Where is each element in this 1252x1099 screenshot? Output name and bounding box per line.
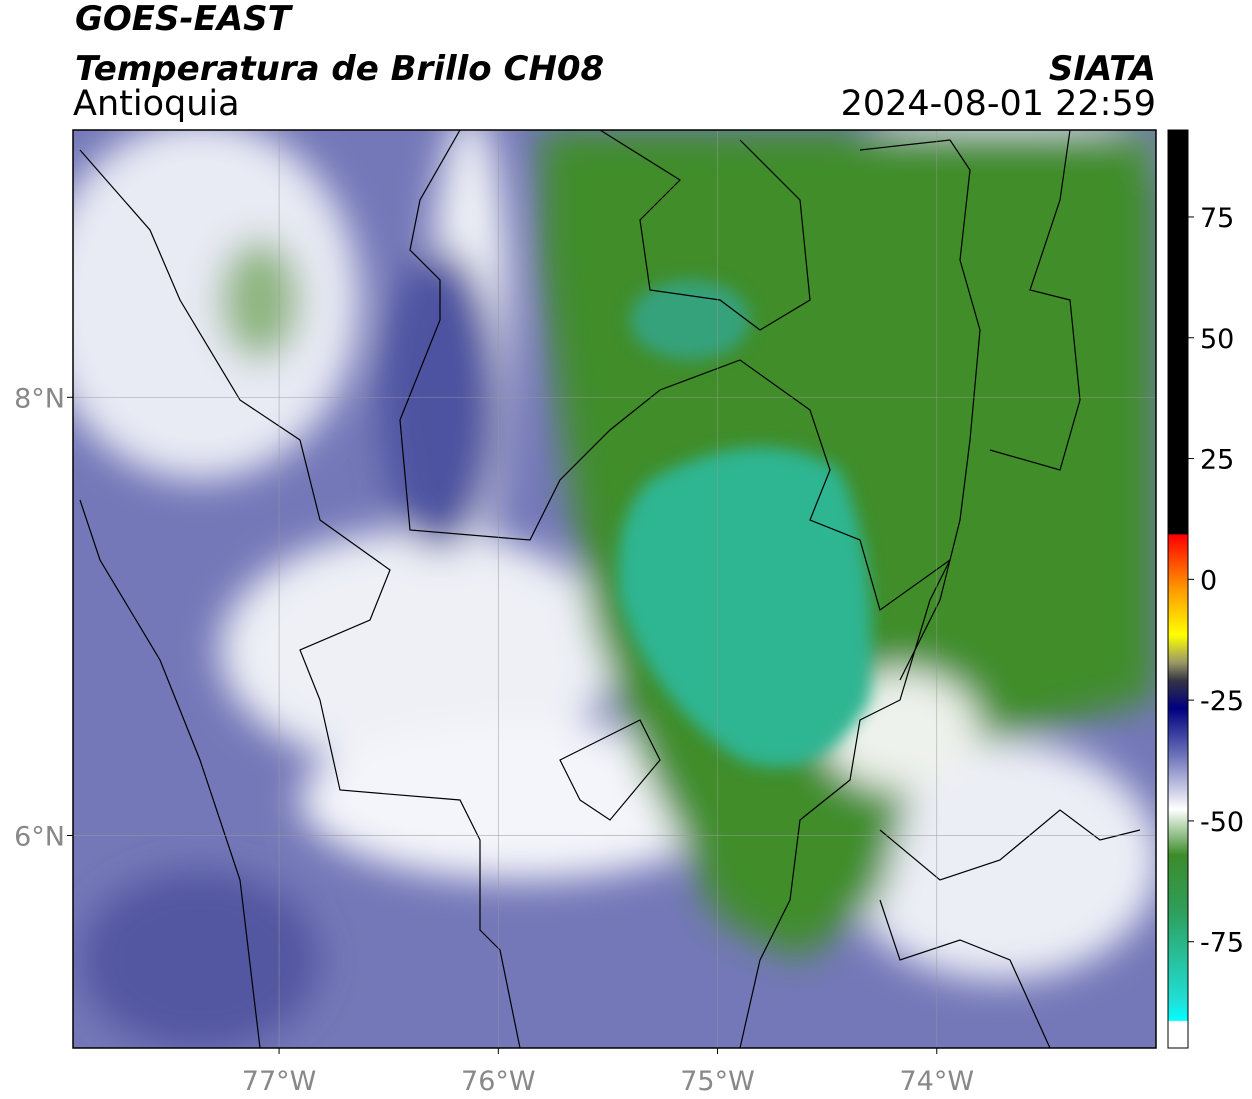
x-tick-label: 76°W — [461, 1066, 536, 1097]
map-frame — [72, 129, 1157, 1049]
colorbar-label: -50 — [1200, 807, 1244, 838]
colorbar-label: -75 — [1200, 928, 1244, 959]
colorbar-ticks: 75 50 25 0 -25 -50 -75 — [1188, 203, 1244, 959]
x-tick-label: 74°W — [899, 1066, 974, 1097]
title: GOES-EAST — [75, 0, 294, 39]
colorbar-label: 50 — [1200, 324, 1234, 355]
colorbar — [1167, 129, 1189, 1049]
colorbar-label: 75 — [1200, 203, 1234, 234]
source: SIATA — [1049, 49, 1156, 89]
graticule — [73, 130, 1156, 1048]
datetime: 2024-08-01 22:59 — [841, 84, 1156, 124]
region: Antioquia — [73, 84, 240, 124]
x-tick-label: 75°W — [680, 1066, 755, 1097]
colorbar-label: 25 — [1200, 445, 1234, 476]
satellite-image — [73, 130, 1156, 1048]
subtitle: Temperatura de Brillo CH08 — [75, 49, 604, 89]
x-tick-label: 77°W — [242, 1066, 317, 1097]
colorbar-label: -25 — [1200, 686, 1244, 717]
y-tick-label: 6°N — [14, 821, 65, 852]
y-tick-label: 8°N — [14, 383, 65, 414]
colorbar-label: 0 — [1200, 565, 1217, 596]
